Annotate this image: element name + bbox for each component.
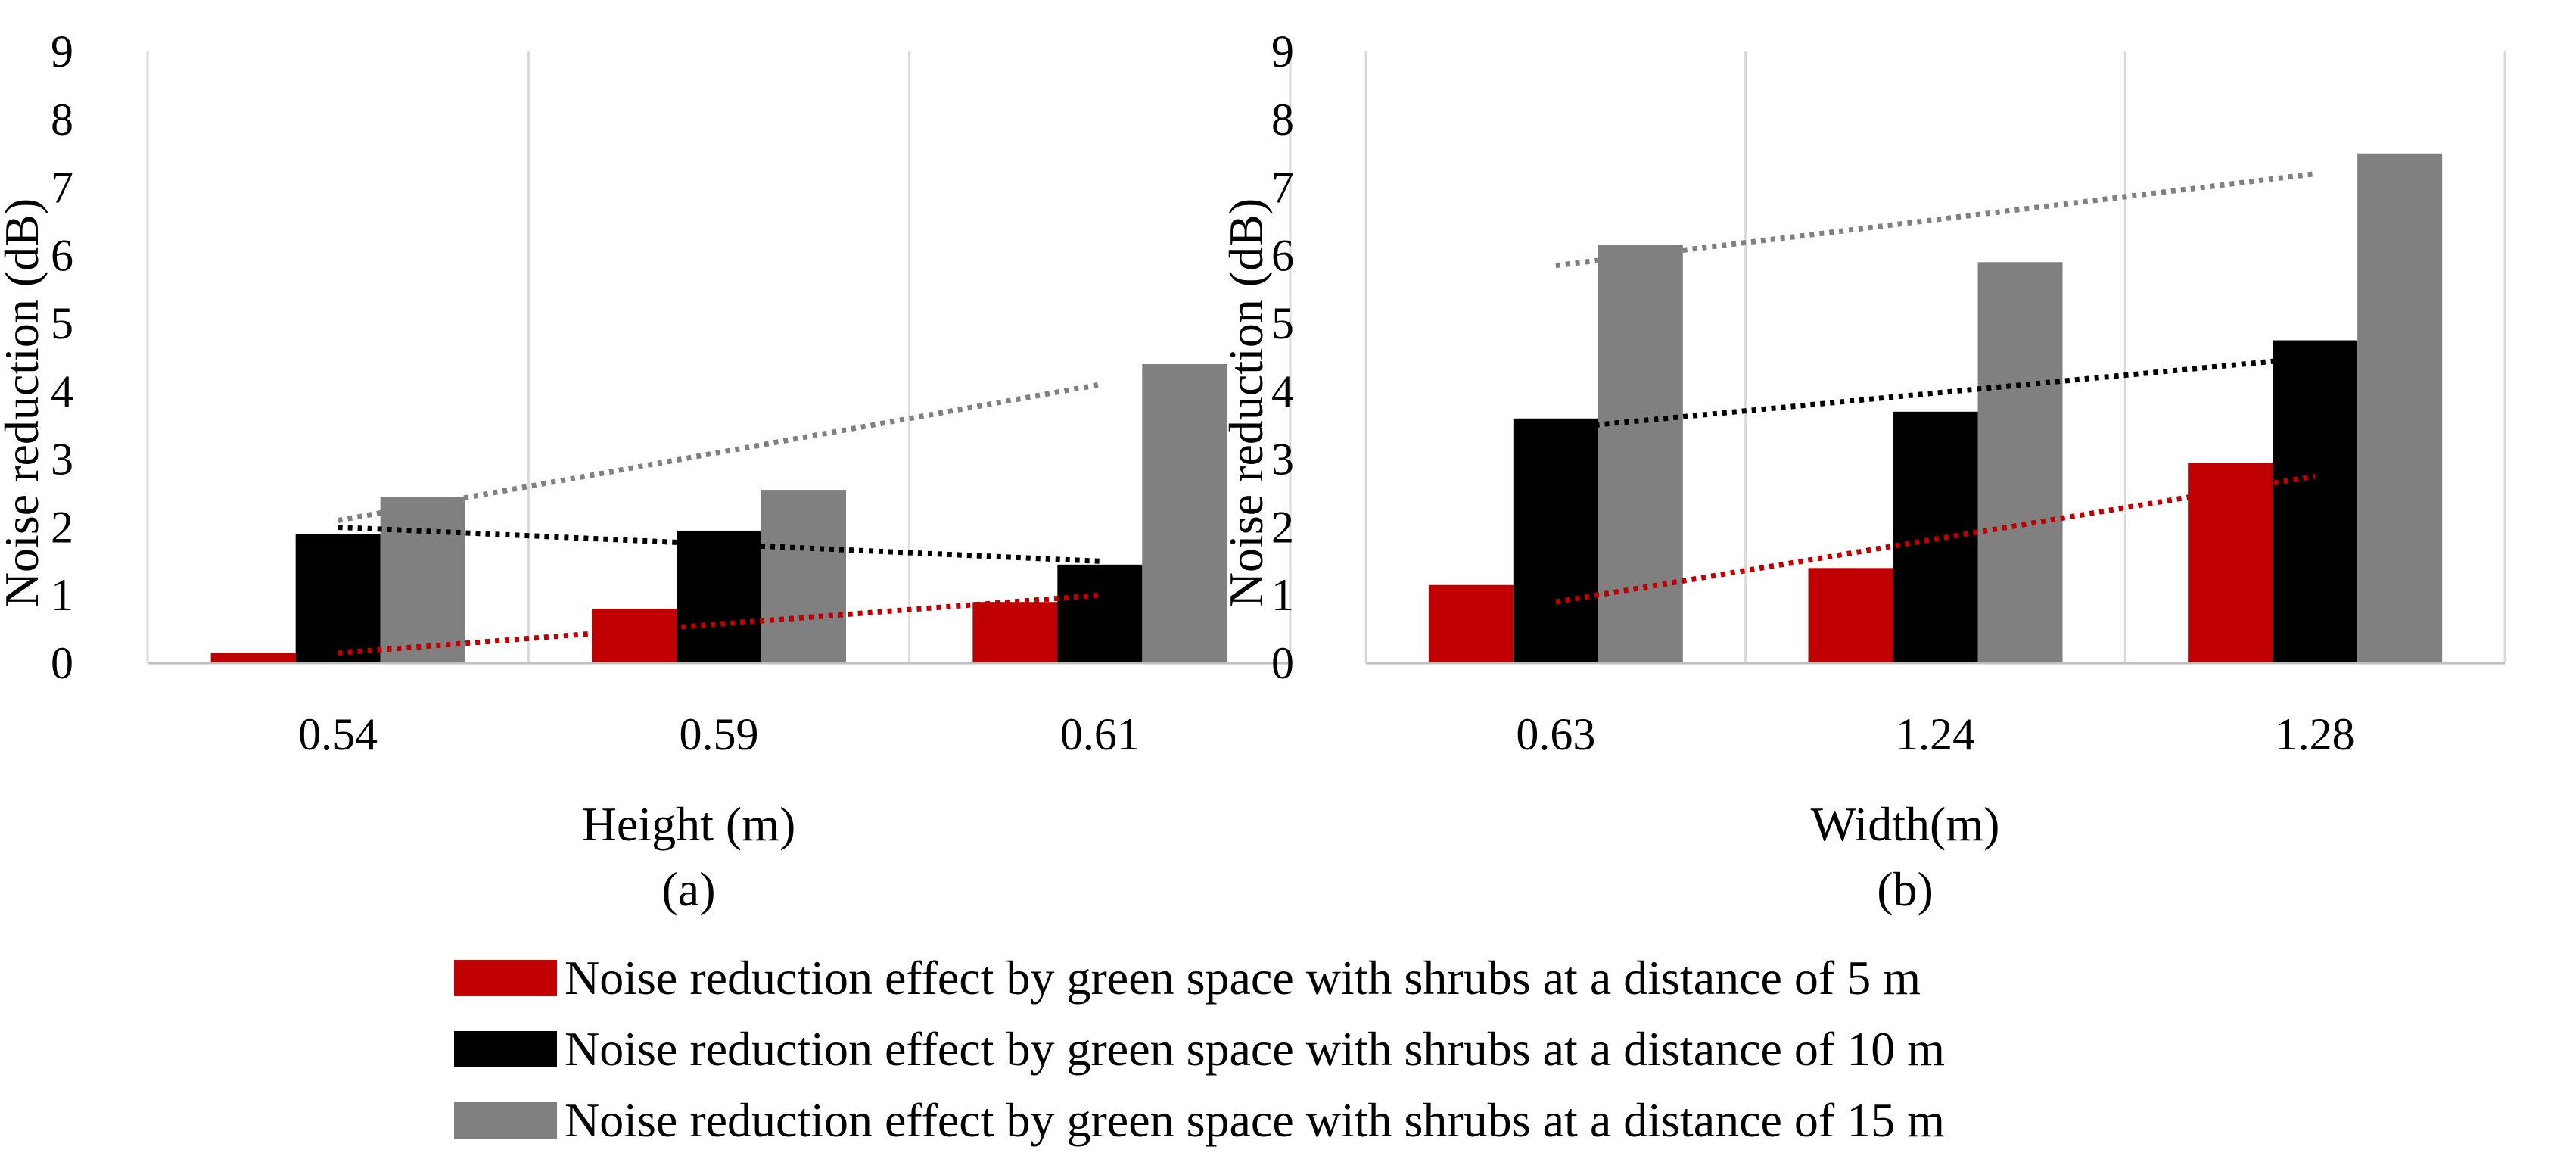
bar-a-15m-1 — [761, 490, 846, 663]
y-tick-label-b-3: 3 — [1271, 435, 1294, 484]
legend-item-15m: Noise reduction effect by green space wi… — [454, 1085, 2270, 1156]
bar-b-15m-2 — [2357, 153, 2443, 663]
y-tick-label-a-6: 6 — [51, 230, 73, 280]
x-axis-title-a: Height (m) — [582, 797, 796, 851]
y-tick-label-a-8: 8 — [51, 95, 73, 145]
legend-label-5m: Noise reduction effect by green space wi… — [565, 951, 1921, 1005]
y-axis-title-b: Noise reduction (dB) — [1219, 198, 1273, 607]
y-tick-label-b-1: 1 — [1271, 570, 1294, 620]
y-tick-label-a-3: 3 — [51, 435, 73, 484]
trendline-b-15m — [1555, 171, 2316, 269]
y-tick-label-a-9: 9 — [51, 26, 73, 76]
bar-b-10m-2 — [2273, 340, 2358, 663]
y-tick-label-a-5: 5 — [51, 298, 73, 348]
bar-a-15m-2 — [1142, 363, 1227, 663]
bar-a-5m-2 — [972, 602, 1058, 663]
legend-item-5m: Noise reduction effect by green space wi… — [454, 942, 2270, 1014]
trendline-a-15m — [338, 382, 1100, 523]
bar-b-5m-2 — [2188, 463, 2273, 663]
bar-b-15m-1 — [1977, 262, 2063, 663]
x-tick-label-a-1: 0.59 — [680, 709, 759, 759]
x-tick-label-b-2: 1.28 — [2276, 709, 2355, 759]
y-tick-label-a-2: 2 — [51, 502, 73, 552]
y-tick-label-b-2: 2 — [1271, 502, 1294, 552]
y-tick-label-b-7: 7 — [1271, 163, 1294, 213]
y-tick-label-b-0: 0 — [1271, 638, 1294, 688]
bar-a-10m-2 — [1057, 564, 1143, 663]
panel-label-b: (b) — [1877, 862, 1934, 916]
bar-b-10m-0 — [1513, 418, 1598, 663]
legend-swatch-10m — [454, 1031, 557, 1067]
legend-swatch-5m — [454, 960, 557, 996]
legend-item-10m: Noise reduction effect by green space wi… — [454, 1014, 2270, 1085]
bar-a-5m-0 — [210, 653, 296, 663]
y-tick-label-a-1: 1 — [51, 570, 73, 620]
chart-panel-a: 0 1 2 3 4 5 6 7 8 9 0.54 0.59 0.61 Noise reduction (d… — [0, 26, 1292, 916]
bar-a-5m-1 — [592, 609, 677, 663]
bar-a-15m-0 — [380, 497, 465, 663]
y-tick-label-b-6: 6 — [1271, 230, 1294, 280]
y-tick-label-b-4: 4 — [1271, 366, 1294, 416]
legend-label-10m: Noise reduction effect by green space wi… — [565, 1022, 1945, 1076]
bar-a-10m-1 — [677, 530, 761, 663]
y-tick-label-b-5: 5 — [1271, 298, 1294, 348]
y-tick-label-b-8: 8 — [1271, 95, 1294, 145]
trendline-b-5m — [1555, 473, 2316, 605]
legend-swatch-15m — [454, 1102, 557, 1139]
chart-panel-b: 0 1 2 3 4 5 6 7 8 9 0.63 1.24 1.28 Noise reduction (d… — [1219, 26, 2506, 916]
y-tick-label-b-9: 9 — [1271, 26, 1294, 76]
x-axis-title-b: Width(m) — [1811, 797, 2000, 851]
bar-b-5m-1 — [1808, 568, 1893, 663]
y-axis-title-a: Noise reduction (dB) — [0, 198, 48, 607]
legend: Noise reduction effect by green space wi… — [454, 942, 2270, 1156]
legend-label-15m: Noise reduction effect by green space wi… — [565, 1093, 1945, 1147]
x-tick-label-b-0: 0.63 — [1516, 709, 1595, 759]
bar-a-10m-0 — [295, 534, 381, 663]
y-tick-label-a-4: 4 — [51, 366, 73, 416]
x-tick-label-b-1: 1.24 — [1896, 709, 1975, 759]
panel-label-a: (a) — [661, 862, 715, 916]
x-tick-label-a-2: 0.61 — [1060, 709, 1140, 759]
x-tick-label-a-0: 0.54 — [298, 709, 378, 759]
bar-b-5m-0 — [1428, 584, 1514, 663]
bar-b-15m-0 — [1598, 245, 1683, 663]
y-tick-label-a-0: 0 — [51, 638, 73, 688]
y-tick-label-a-7: 7 — [51, 163, 73, 213]
